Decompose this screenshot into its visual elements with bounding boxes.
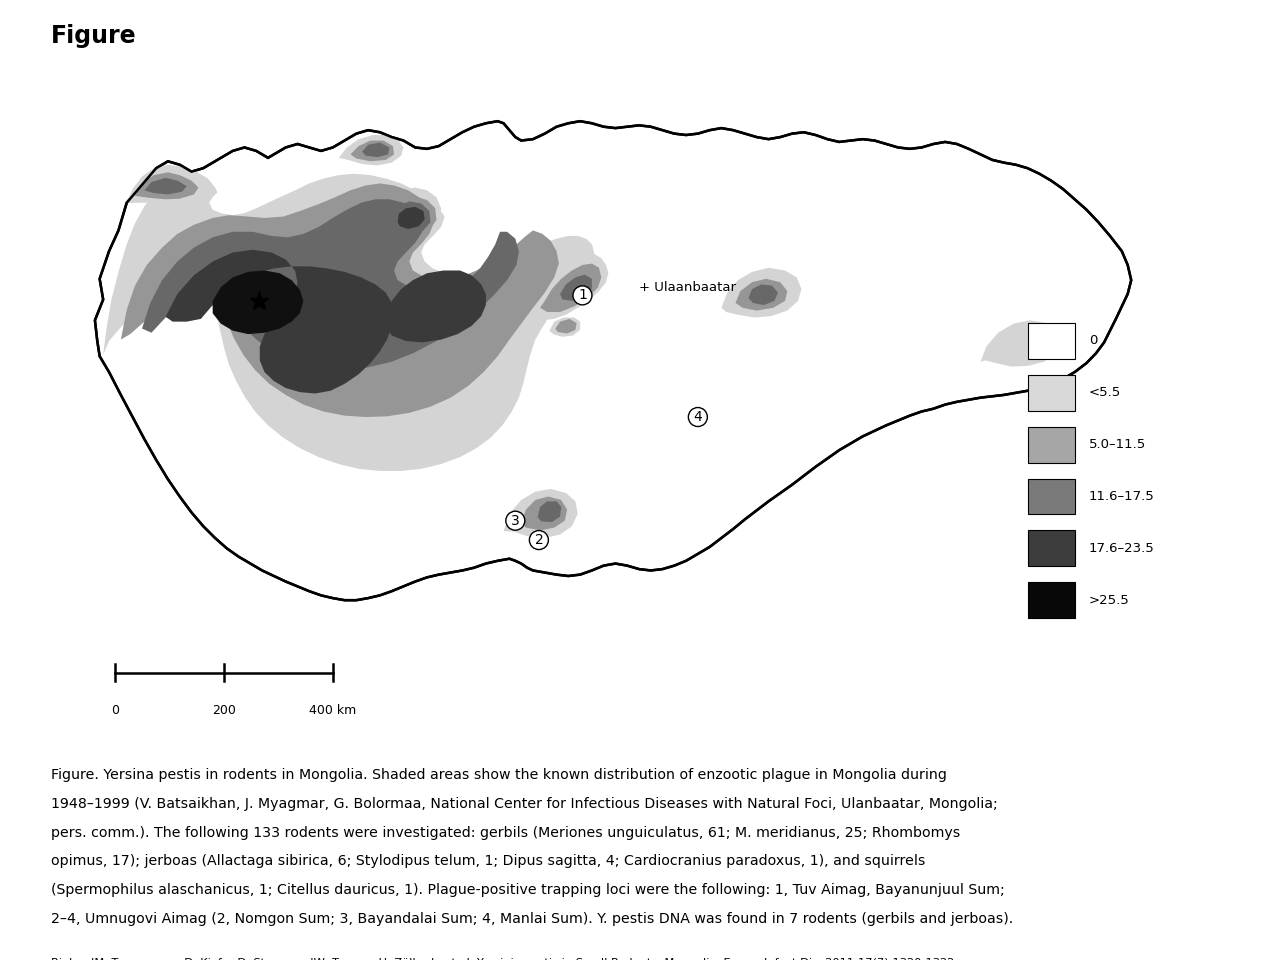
Text: 2–4, Umnugovi Aimag (2, Nomgon Sum; 3, Bayandalai Sum; 4, Manlai Sum). Y. pestis: 2–4, Umnugovi Aimag (2, Nomgon Sum; 3, B… [51,912,1014,926]
Text: 4: 4 [694,410,703,424]
Text: 3: 3 [511,514,520,528]
Polygon shape [362,143,389,157]
Polygon shape [540,264,602,312]
Polygon shape [104,174,594,471]
Text: 17.6–23.5: 17.6–23.5 [1089,541,1155,555]
Polygon shape [556,319,576,333]
Polygon shape [339,135,403,165]
Text: >25.5: >25.5 [1089,593,1129,607]
Bar [1028,530,1075,566]
Polygon shape [369,187,442,244]
Polygon shape [351,140,394,161]
Text: (Spermophilus alaschanicus, 1; Citellus dauricus, 1). Plague-positive trapping l: (Spermophilus alaschanicus, 1; Citellus … [51,883,1005,898]
Bar [1028,582,1075,618]
Polygon shape [529,253,608,321]
Polygon shape [521,496,567,530]
Polygon shape [385,271,486,343]
Text: opimus, 17); jerboas (Allactaga sibirica, 6; Stylodipus telum, 1; Dipus sagitta,: opimus, 17); jerboas (Allactaga sibirica… [51,854,925,869]
Text: 5.0–11.5: 5.0–11.5 [1089,438,1146,451]
Polygon shape [736,278,787,311]
Text: 200: 200 [212,704,236,717]
Text: pers. comm.). The following 133 rodents were investigated: gerbils (Meriones ung: pers. comm.). The following 133 rodents … [51,826,960,840]
Polygon shape [538,501,561,522]
Text: 400 km: 400 km [310,704,356,717]
Text: Figure: Figure [51,24,137,48]
Text: 0: 0 [111,704,119,717]
Polygon shape [165,250,394,394]
Bar [1028,323,1075,359]
Text: + Ulaanbaatar: + Ulaanbaatar [639,280,736,294]
Polygon shape [134,173,198,200]
Bar [1028,478,1075,515]
Text: <5.5: <5.5 [1089,386,1121,399]
Text: 11.6–17.5: 11.6–17.5 [1089,490,1155,503]
Polygon shape [145,178,187,195]
Polygon shape [378,197,436,240]
Polygon shape [980,321,1061,367]
Bar [1028,426,1075,463]
Polygon shape [722,268,801,318]
Bar [1028,374,1075,411]
Polygon shape [387,202,430,234]
Polygon shape [503,489,577,538]
Polygon shape [749,284,778,305]
Polygon shape [549,318,580,337]
Text: 0: 0 [1089,334,1097,348]
Polygon shape [561,275,591,300]
Polygon shape [127,165,215,204]
Polygon shape [95,121,1132,600]
Polygon shape [120,183,559,417]
Text: 1: 1 [579,288,588,302]
Polygon shape [398,207,425,229]
Text: 2: 2 [535,533,543,547]
Text: Riehm JM, Tserennorov D, Kiefer D, Stuermer IW, Tomaso H, Zöller L, et al. Yersi: Riehm JM, Tserennorov D, Kiefer D, Stuer… [51,958,957,960]
Text: Figure. Yersina pestis in rodents in Mongolia. Shaded areas show the known distr: Figure. Yersina pestis in rodents in Mon… [51,768,947,782]
Polygon shape [212,271,303,334]
Text: 1948–1999 (V. Batsaikhan, J. Myagmar, G. Bolormaa, National Center for Infectiou: 1948–1999 (V. Batsaikhan, J. Myagmar, G.… [51,797,998,811]
Polygon shape [142,200,518,370]
